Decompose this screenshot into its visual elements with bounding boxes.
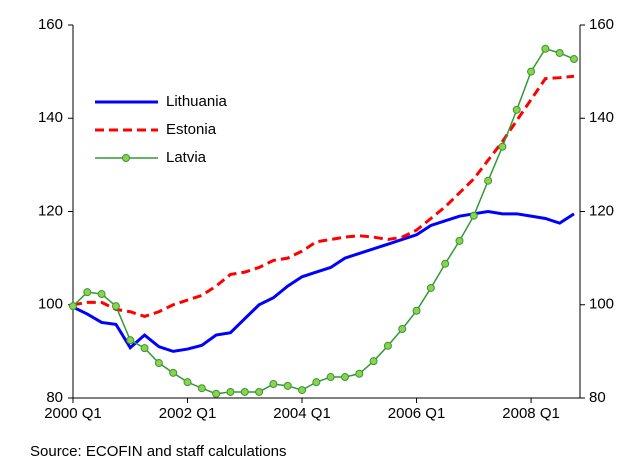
series-marker — [197, 384, 206, 393]
series-marker — [355, 369, 364, 378]
series-marker — [298, 386, 307, 395]
series-marker — [83, 288, 92, 297]
series-marker — [326, 373, 335, 382]
legend-label: Latvia — [166, 149, 207, 166]
series-marker — [111, 302, 120, 311]
series-marker — [383, 341, 392, 350]
series-marker — [527, 67, 536, 76]
series-line — [72, 74, 575, 318]
series-marker — [469, 211, 478, 220]
x-tick-label: 2006 Q1 — [388, 405, 446, 422]
y-tick-label: 160 — [38, 16, 63, 33]
series-marker — [255, 387, 264, 396]
legend-marker — [122, 154, 130, 162]
y2-tick-label: 80 — [589, 389, 606, 406]
series-marker — [240, 387, 249, 396]
y2-tick-label: 140 — [589, 109, 614, 126]
y-tick-label: 80 — [46, 389, 63, 406]
series-marker — [154, 359, 163, 368]
series-marker — [97, 290, 106, 299]
legend-label: Estonia — [166, 121, 217, 138]
series-marker — [269, 380, 278, 389]
legend-label: Lithuania — [166, 93, 228, 110]
x-tick-label: 2000 Q1 — [44, 405, 102, 422]
source-note: Source: ECOFIN and staff calculations — [30, 443, 287, 460]
x-tick-label: 2002 Q1 — [159, 405, 217, 422]
series-marker — [570, 55, 578, 64]
series-marker — [426, 283, 435, 292]
series-marker — [498, 142, 507, 151]
series-marker — [226, 387, 235, 396]
y2-tick-label: 100 — [589, 296, 614, 313]
series-marker — [441, 259, 450, 268]
series-marker — [398, 324, 407, 333]
series-marker — [169, 368, 178, 377]
y2-tick-label: 120 — [589, 202, 614, 219]
series-marker — [283, 381, 292, 390]
series-marker — [412, 306, 421, 315]
y-tick-label: 100 — [38, 296, 63, 313]
series-line — [72, 209, 575, 353]
y-tick-label: 140 — [38, 109, 63, 126]
series-marker — [369, 357, 378, 366]
series-marker — [541, 44, 550, 53]
series-marker — [484, 176, 493, 185]
series-marker — [183, 378, 192, 387]
series-marker — [512, 105, 521, 114]
series-marker — [140, 344, 149, 353]
x-tick-label: 2004 Q1 — [273, 405, 331, 422]
x-tick-label: 2008 Q1 — [502, 405, 560, 422]
series-marker — [455, 236, 464, 245]
y2-tick-label: 160 — [589, 16, 614, 33]
series-marker — [69, 302, 77, 311]
series-marker — [555, 48, 564, 57]
series-marker — [212, 389, 221, 398]
y-tick-label: 120 — [38, 202, 63, 219]
series-marker — [340, 373, 349, 382]
series-marker — [126, 336, 135, 345]
series-marker — [312, 378, 321, 387]
